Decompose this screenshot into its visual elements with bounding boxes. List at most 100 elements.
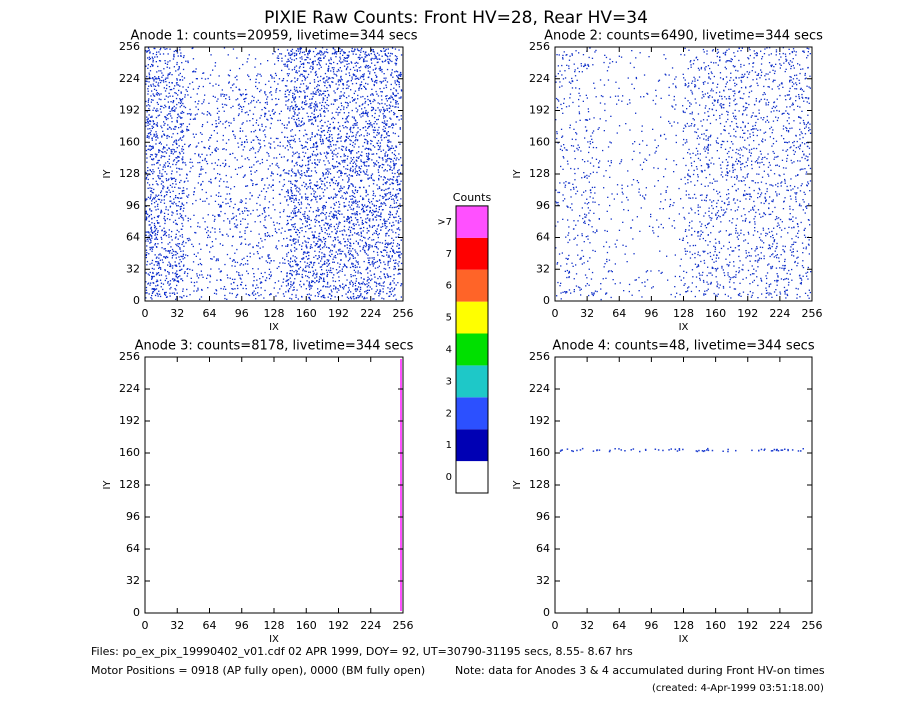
pixel <box>198 243 201 245</box>
pixel <box>257 268 259 270</box>
pixel <box>266 277 268 279</box>
pixel <box>391 145 393 147</box>
pixel <box>400 96 402 98</box>
pixel <box>339 130 341 132</box>
pixel <box>391 169 393 171</box>
pixel <box>349 283 351 285</box>
pixel <box>149 233 151 236</box>
pixel <box>339 97 341 100</box>
pixel <box>313 113 315 116</box>
pixel <box>342 283 344 285</box>
pixel <box>289 108 291 110</box>
pixel <box>319 59 321 62</box>
pixel <box>396 245 398 247</box>
pixel <box>229 205 231 208</box>
pixel <box>295 54 298 56</box>
pixel <box>165 87 168 90</box>
pixel <box>381 68 383 71</box>
pixel <box>175 70 177 72</box>
pixel <box>252 124 254 126</box>
pixel <box>397 228 399 230</box>
pixel <box>290 170 293 172</box>
pixel <box>181 222 183 225</box>
pixel <box>164 248 166 250</box>
pixel <box>348 180 350 182</box>
pixel <box>362 198 364 201</box>
pixel <box>316 280 318 282</box>
pixel <box>202 85 204 88</box>
pixel <box>361 223 363 225</box>
pixel <box>347 80 350 82</box>
pixel <box>342 288 345 290</box>
pixel <box>182 255 184 257</box>
pixel <box>316 237 318 239</box>
pixel <box>156 220 158 222</box>
pixel <box>327 168 329 170</box>
pixel <box>380 50 382 52</box>
pixel <box>357 242 359 244</box>
pixel <box>222 244 224 246</box>
pixel <box>397 192 400 195</box>
pixel <box>316 85 318 88</box>
pixel <box>299 177 302 179</box>
pixel <box>398 261 400 263</box>
pixel <box>159 141 161 143</box>
pixel <box>172 110 175 112</box>
pixel <box>187 196 189 198</box>
pixel <box>383 170 385 172</box>
pixel <box>164 104 166 106</box>
pixel <box>331 112 333 114</box>
pixel <box>189 161 191 163</box>
pixel <box>387 48 389 50</box>
pixel <box>368 198 370 200</box>
pixel <box>258 233 260 235</box>
pixel <box>297 48 299 50</box>
pixel <box>216 164 219 166</box>
pixel <box>151 115 153 117</box>
pixel <box>215 290 218 292</box>
pixel <box>314 72 316 74</box>
pixel <box>161 238 163 240</box>
pixel <box>260 190 263 192</box>
pixel <box>151 276 153 279</box>
pixel <box>349 68 352 71</box>
pixel <box>310 93 312 95</box>
pixel <box>314 184 317 187</box>
pixel <box>310 219 312 222</box>
pixel <box>395 202 398 204</box>
pixel <box>388 139 390 141</box>
pixel <box>154 294 157 297</box>
pixel <box>258 194 261 196</box>
pixel <box>232 212 234 215</box>
pixel <box>356 252 358 255</box>
pixel <box>370 176 372 178</box>
pixel <box>391 198 393 200</box>
pixel <box>175 139 177 141</box>
pixel <box>239 274 241 277</box>
pixel <box>270 274 272 276</box>
pixel <box>313 109 316 111</box>
pixel <box>372 218 374 220</box>
pixel <box>398 86 401 88</box>
pixel <box>297 125 299 127</box>
pixel <box>182 187 185 189</box>
pixel <box>165 255 168 258</box>
pixel <box>171 248 174 251</box>
pixel <box>255 78 257 80</box>
pixel <box>394 82 396 84</box>
pixel <box>308 204 310 206</box>
pixel <box>395 70 398 72</box>
pixel <box>327 296 329 298</box>
pixel <box>305 207 308 209</box>
pixel <box>183 77 186 79</box>
pixel <box>181 62 183 64</box>
pixel <box>355 163 357 165</box>
pixel <box>171 257 173 259</box>
pixel <box>207 230 209 232</box>
pixel <box>385 54 387 56</box>
pixel <box>295 70 298 72</box>
pixel <box>237 98 239 100</box>
pixel <box>384 182 386 184</box>
pixel <box>381 91 383 93</box>
pixel <box>311 199 313 201</box>
